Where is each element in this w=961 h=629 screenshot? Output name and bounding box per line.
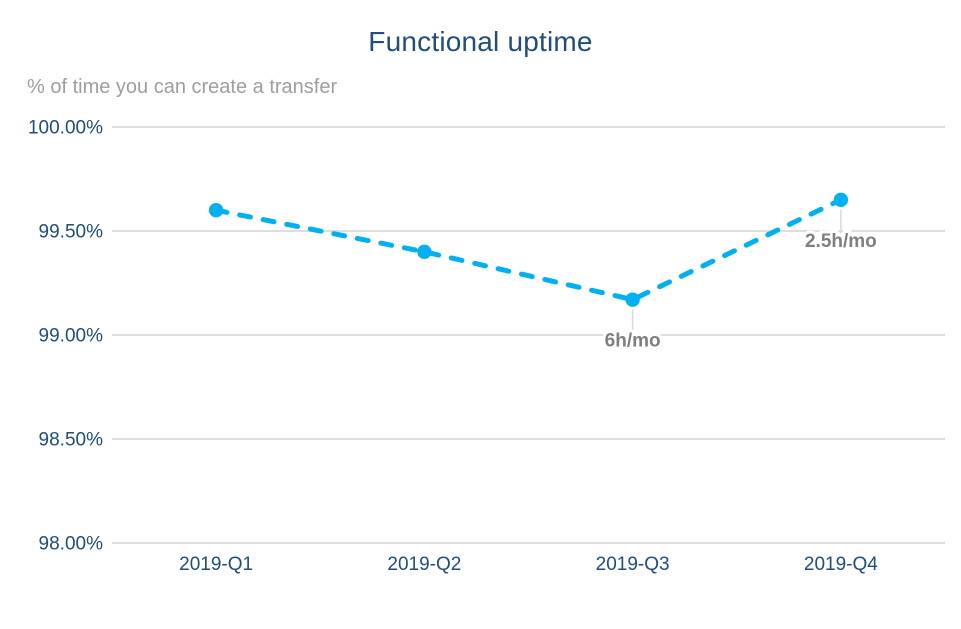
- chart-title: Functional uptime: [368, 26, 593, 57]
- x-axis-tick-label: 2019-Q1: [179, 554, 253, 575]
- chart-subtitle: % of time you can create a transfer: [27, 76, 338, 98]
- y-axis-tick-label: 99.50%: [39, 222, 104, 243]
- data-point-annotation: 6h/mo: [605, 331, 661, 352]
- data-point-marker: [833, 192, 849, 207]
- data-point-annotation: 2.5h/mo: [805, 231, 877, 252]
- y-axis-tick-label: 98.00%: [39, 534, 104, 555]
- y-axis-tick-label: 100.00%: [28, 118, 103, 139]
- x-axis-tick-label: 2019-Q2: [387, 554, 461, 575]
- data-point-marker: [417, 244, 432, 259]
- y-axis-tick-label: 99.00%: [39, 326, 104, 347]
- data-point-marker: [625, 292, 640, 307]
- x-axis-tick-label: 2019-Q4: [804, 554, 878, 575]
- x-axis-tick-label: 2019-Q3: [596, 554, 670, 575]
- series-line: [213, 197, 844, 303]
- data-point-marker: [208, 203, 224, 218]
- y-axis-tick-label: 98.50%: [39, 430, 104, 451]
